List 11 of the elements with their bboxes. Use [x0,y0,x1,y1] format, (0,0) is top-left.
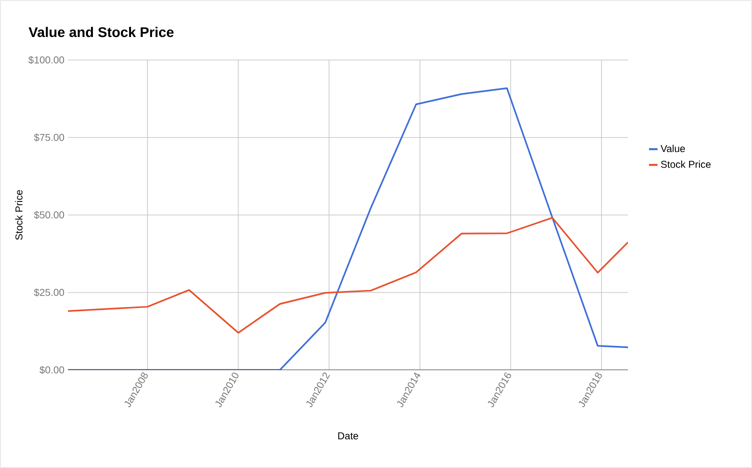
y-tick-label: $0.00 [40,366,64,374]
y-tick-label: $50.00 [34,210,64,220]
y-tick-label: $75.00 [34,133,64,142]
chart-title: Value and Stock Price [28,26,174,38]
legend-label: Value [660,144,685,152]
y-axis-title: Stock Price [15,190,22,240]
x-axis-title: Date [338,432,358,440]
y-tick-label: $25.00 [34,288,64,297]
legend-label: Stock Price [660,160,711,168]
y-tick-label: $100.00 [28,56,64,64]
line-series [68,216,628,334]
